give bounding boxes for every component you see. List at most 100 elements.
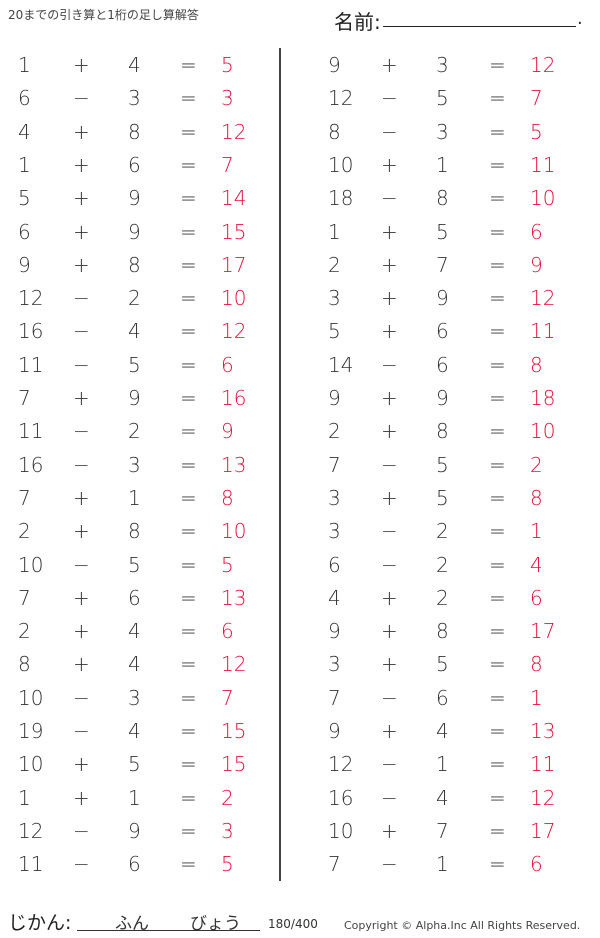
operand-b: 7 xyxy=(436,252,449,277)
answer: 5 xyxy=(221,852,234,877)
equals-sign: = xyxy=(180,252,197,277)
answer: 15 xyxy=(221,752,247,777)
operator: + xyxy=(73,252,90,277)
equals-sign: = xyxy=(180,152,197,177)
operand-a: 7 xyxy=(18,485,31,510)
equals-sign: = xyxy=(489,619,506,644)
operand-b: 3 xyxy=(436,53,449,77)
operand-a: 1 xyxy=(18,53,31,77)
answer: 12 xyxy=(221,652,247,677)
answer: 17 xyxy=(221,252,247,277)
operand-b: 4 xyxy=(128,53,141,77)
operand-b: 4 xyxy=(128,719,141,743)
answer: 1 xyxy=(530,519,543,544)
operator: − xyxy=(73,719,90,743)
operator: + xyxy=(73,152,90,177)
answer: 13 xyxy=(221,452,247,477)
operand-a: 7 xyxy=(18,585,31,610)
operand-b: 1 xyxy=(436,752,449,777)
answer: 4 xyxy=(530,552,543,577)
operator: + xyxy=(381,485,398,510)
answer: 7 xyxy=(221,152,234,177)
operand-b: 2 xyxy=(436,519,449,544)
equals-sign: = xyxy=(180,519,197,544)
operand-a: 8 xyxy=(328,119,341,144)
operand-a: 6 xyxy=(18,86,31,111)
equals-sign: = xyxy=(489,818,506,843)
operator: − xyxy=(381,752,398,777)
operator: − xyxy=(73,86,90,111)
operator: − xyxy=(381,685,398,710)
operand-a: 10 xyxy=(328,818,354,843)
equals-sign: = xyxy=(180,619,197,644)
operand-a: 12 xyxy=(18,286,44,311)
operand-a: 16 xyxy=(328,785,354,810)
operator: − xyxy=(73,685,90,710)
answer: 12 xyxy=(221,119,247,144)
operand-b: 6 xyxy=(436,319,449,344)
equals-sign: = xyxy=(180,386,197,410)
equals-sign: = xyxy=(489,152,506,177)
equals-sign: = xyxy=(180,452,197,477)
operand-a: 9 xyxy=(328,53,341,77)
answer: 13 xyxy=(530,719,556,743)
operand-a: 3 xyxy=(328,652,341,677)
operand-b: 2 xyxy=(128,419,141,444)
operand-a: 9 xyxy=(328,619,341,644)
operand-a: 2 xyxy=(18,519,31,544)
operator: − xyxy=(381,86,398,111)
answer: 9 xyxy=(221,419,234,444)
copyright: Copyright © Alpha.Inc All Rights Reserve… xyxy=(344,919,581,932)
operand-a: 9 xyxy=(328,719,341,743)
answer: 11 xyxy=(530,152,556,177)
operand-a: 3 xyxy=(328,485,341,510)
operand-a: 14 xyxy=(328,352,354,377)
operand-a: 16 xyxy=(18,452,44,477)
equals-sign: = xyxy=(489,652,506,677)
operator: + xyxy=(73,186,90,211)
operator: + xyxy=(73,53,90,77)
equals-sign: = xyxy=(180,719,197,743)
operator: − xyxy=(73,552,90,577)
operator: + xyxy=(381,585,398,610)
operand-b: 5 xyxy=(128,352,141,377)
equals-sign: = xyxy=(180,352,197,377)
equals-sign: = xyxy=(489,53,506,77)
answer: 12 xyxy=(530,785,556,810)
operand-b: 6 xyxy=(436,352,449,377)
equals-sign: = xyxy=(180,53,197,77)
operator: + xyxy=(73,485,90,510)
operand-a: 4 xyxy=(328,585,341,610)
answer: 6 xyxy=(530,852,543,877)
answer: 7 xyxy=(530,86,543,111)
operator: − xyxy=(73,852,90,877)
operand-b: 4 xyxy=(436,785,449,810)
answer: 15 xyxy=(221,719,247,743)
answer: 12 xyxy=(530,286,556,311)
operand-b: 8 xyxy=(128,119,141,144)
operand-a: 1 xyxy=(18,785,31,810)
answer: 8 xyxy=(530,652,543,677)
operand-a: 1 xyxy=(328,219,341,244)
time-field-line[interactable] xyxy=(77,930,260,931)
operand-a: 9 xyxy=(328,386,341,410)
operand-b: 8 xyxy=(436,619,449,644)
name-field-line[interactable] xyxy=(383,26,576,27)
operand-b: 3 xyxy=(128,685,141,710)
operator: − xyxy=(381,352,398,377)
operand-a: 2 xyxy=(328,419,341,444)
operator: + xyxy=(73,752,90,777)
operand-b: 5 xyxy=(436,219,449,244)
operand-b: 4 xyxy=(436,719,449,743)
equals-sign: = xyxy=(180,219,197,244)
operand-a: 10 xyxy=(18,552,44,577)
operand-b: 5 xyxy=(436,452,449,477)
operand-b: 1 xyxy=(436,852,449,877)
operand-b: 2 xyxy=(436,552,449,577)
equals-sign: = xyxy=(180,785,197,810)
operator: − xyxy=(381,186,398,211)
operand-a: 12 xyxy=(328,752,354,777)
equals-sign: = xyxy=(489,119,506,144)
operator: − xyxy=(381,852,398,877)
answer: 7 xyxy=(221,685,234,710)
